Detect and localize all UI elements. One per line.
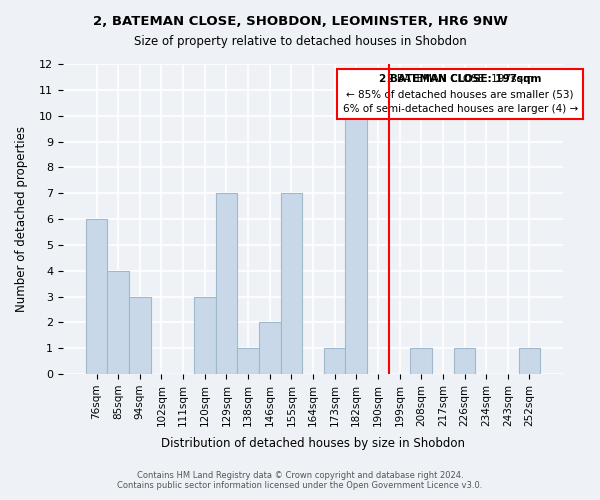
Text: Contains HM Land Registry data © Crown copyright and database right 2024.
Contai: Contains HM Land Registry data © Crown c… <box>118 470 482 490</box>
Bar <box>86 219 107 374</box>
Bar <box>518 348 540 374</box>
Bar <box>346 116 367 374</box>
Y-axis label: Number of detached properties: Number of detached properties <box>15 126 28 312</box>
Bar <box>259 322 281 374</box>
Bar <box>107 270 129 374</box>
Text: Size of property relative to detached houses in Shobdon: Size of property relative to detached ho… <box>134 35 466 48</box>
Text: 2 BATEMAN CLOSE: 197sqm: 2 BATEMAN CLOSE: 197sqm <box>379 74 541 85</box>
Bar <box>281 193 302 374</box>
Bar <box>454 348 475 374</box>
Text: 2 BATEMAN CLOSE: 197sqm
← 85% of detached houses are smaller (53)
6% of semi-det: 2 BATEMAN CLOSE: 197sqm ← 85% of detache… <box>343 74 578 114</box>
Bar <box>215 193 237 374</box>
Bar <box>410 348 432 374</box>
X-axis label: Distribution of detached houses by size in Shobdon: Distribution of detached houses by size … <box>161 437 465 450</box>
Bar <box>194 296 215 374</box>
Bar <box>324 348 346 374</box>
Bar <box>237 348 259 374</box>
Bar <box>129 296 151 374</box>
Text: 2, BATEMAN CLOSE, SHOBDON, LEOMINSTER, HR6 9NW: 2, BATEMAN CLOSE, SHOBDON, LEOMINSTER, H… <box>92 15 508 28</box>
